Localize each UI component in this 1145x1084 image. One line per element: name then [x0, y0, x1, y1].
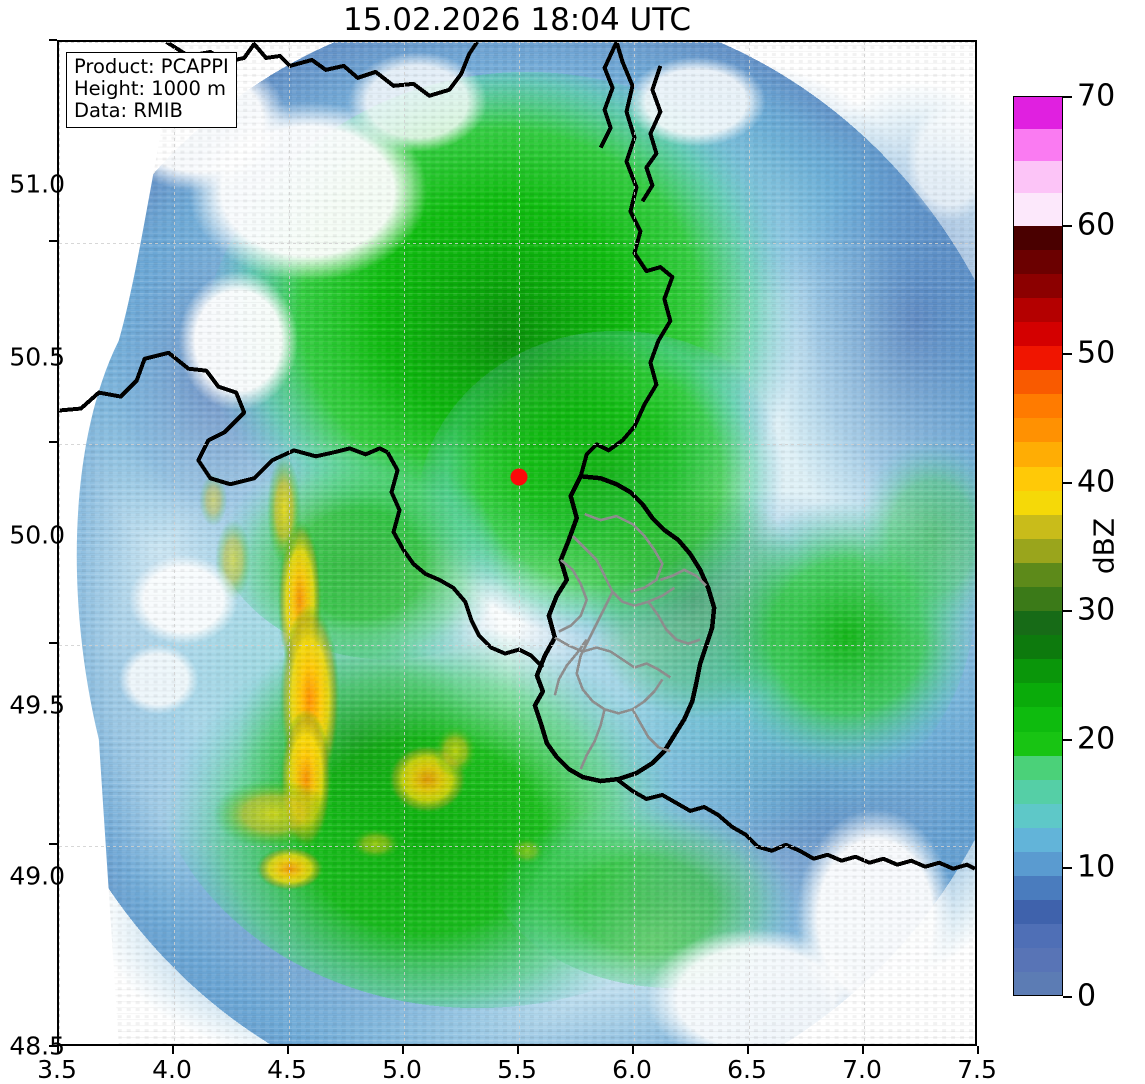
colorbar-band	[1014, 876, 1062, 901]
colorbar-band	[1014, 707, 1062, 732]
x-tick-mark	[402, 1046, 404, 1054]
colorbar-band	[1014, 635, 1062, 660]
colorbar-band	[1014, 900, 1062, 925]
colorbar-band	[1014, 924, 1062, 949]
colorbar-band	[1014, 442, 1062, 467]
x-tick-mark	[517, 1046, 519, 1054]
colorbar-band	[1014, 193, 1062, 226]
x-tick-mark	[862, 1046, 864, 1054]
x-tick-mark	[977, 1046, 979, 1054]
colorbar-band	[1014, 346, 1062, 371]
colorbar-band	[1014, 466, 1062, 491]
x-tick-mark	[287, 1046, 289, 1054]
radar-reflectivity-field	[59, 42, 975, 1044]
y-tick-mark	[49, 843, 57, 845]
colorbar-band	[1014, 779, 1062, 804]
product-info-box: Product: PCAPPI Height: 1000 m Data: RMI…	[66, 52, 237, 128]
colorbar-band	[1014, 490, 1062, 515]
colorbar-tick-label: 60	[1077, 207, 1116, 243]
colorbar-tick	[1063, 225, 1072, 227]
colorbar: 0 10 20 30 40 50 60 70	[1013, 79, 1115, 1014]
colorbar-tick	[1063, 867, 1072, 869]
colorbar-tick	[1063, 610, 1072, 612]
colorbar-band	[1014, 225, 1062, 250]
colorbar-band	[1014, 161, 1062, 194]
y-tick-label: 51.0	[9, 169, 65, 199]
radar-plot-area	[57, 40, 977, 1046]
y-tick-mark	[49, 1045, 57, 1047]
internal-boundaries	[553, 512, 708, 770]
colorbar-tick-label: 10	[1077, 849, 1116, 885]
colorbar-tick-label: 30	[1077, 592, 1116, 628]
colorbar-band	[1014, 803, 1062, 828]
colorbar-band	[1014, 852, 1062, 877]
colorbar-tick-label: 0	[1077, 978, 1097, 1014]
colorbar-band	[1014, 972, 1062, 995]
colorbar-band	[1014, 129, 1062, 162]
x-tick-mark	[57, 1046, 59, 1054]
x-tick-label: 6.0	[612, 1055, 652, 1084]
x-tick-mark	[632, 1046, 634, 1054]
x-tick-mark	[747, 1046, 749, 1054]
x-tick-label: 5.5	[497, 1055, 537, 1084]
y-tick-mark	[49, 642, 57, 644]
colorbar-band	[1014, 538, 1062, 563]
y-tick-mark	[49, 39, 57, 41]
colorbar-band	[1014, 827, 1062, 852]
colorbar-gradient	[1013, 96, 1063, 996]
colorbar-band	[1014, 755, 1062, 780]
x-tick-label: 7.0	[842, 1055, 882, 1084]
colorbar-band	[1014, 611, 1062, 636]
colorbar-band	[1014, 586, 1062, 612]
y-tick-mark	[49, 441, 57, 443]
colorbar-tick	[1063, 353, 1072, 355]
x-tick-mark	[172, 1046, 174, 1054]
x-tick-label: 5.0	[382, 1055, 422, 1084]
info-product: Product: PCAPPI	[74, 55, 229, 78]
colorbar-band	[1014, 249, 1062, 274]
colorbar-band	[1014, 731, 1062, 756]
colorbar-tick-label: 70	[1077, 78, 1116, 114]
x-tick-label: 3.5	[37, 1055, 77, 1084]
info-data: Data: RMIB	[74, 99, 183, 123]
colorbar-band	[1014, 418, 1062, 443]
x-tick-label: 4.5	[267, 1055, 307, 1084]
colorbar-band	[1014, 297, 1062, 322]
colorbar-band	[1014, 394, 1062, 419]
y-tick-label: 50.0	[9, 520, 65, 550]
colorbar-tick	[1063, 482, 1072, 484]
colorbar-tick	[1063, 996, 1072, 998]
colorbar-tick	[1063, 96, 1072, 98]
colorbar-band	[1014, 97, 1062, 130]
colorbar-band	[1014, 514, 1062, 539]
colorbar-band	[1014, 370, 1062, 395]
colorbar-tick-label: 40	[1077, 464, 1116, 500]
colorbar-tick	[1063, 739, 1072, 741]
y-tick-label: 48.5	[9, 1031, 65, 1061]
x-tick-label: 7.5	[957, 1055, 997, 1084]
colorbar-band	[1014, 273, 1062, 298]
colorbar-tick-label: 20	[1077, 721, 1116, 757]
colorbar-axis-label: dBZ	[1087, 517, 1121, 575]
radar-site-marker[interactable]	[510, 468, 528, 486]
colorbar-band	[1014, 321, 1062, 347]
info-height: Height: 1000 m	[74, 77, 227, 101]
y-tick-label: 49.0	[9, 861, 65, 891]
colorbar-band	[1014, 659, 1062, 684]
colorbar-band	[1014, 948, 1062, 973]
y-tick-mark	[49, 240, 57, 242]
y-tick-label: 50.5	[9, 342, 65, 372]
colorbar-tick-label: 50	[1077, 335, 1116, 371]
colorbar-band	[1014, 683, 1062, 708]
x-tick-label: 4.0	[152, 1055, 192, 1084]
y-tick-label: 49.5	[9, 690, 65, 720]
colorbar-band	[1014, 562, 1062, 587]
page-title: 15.02.2026 18:04 UTC	[343, 2, 691, 38]
x-tick-label: 6.5	[727, 1055, 767, 1084]
